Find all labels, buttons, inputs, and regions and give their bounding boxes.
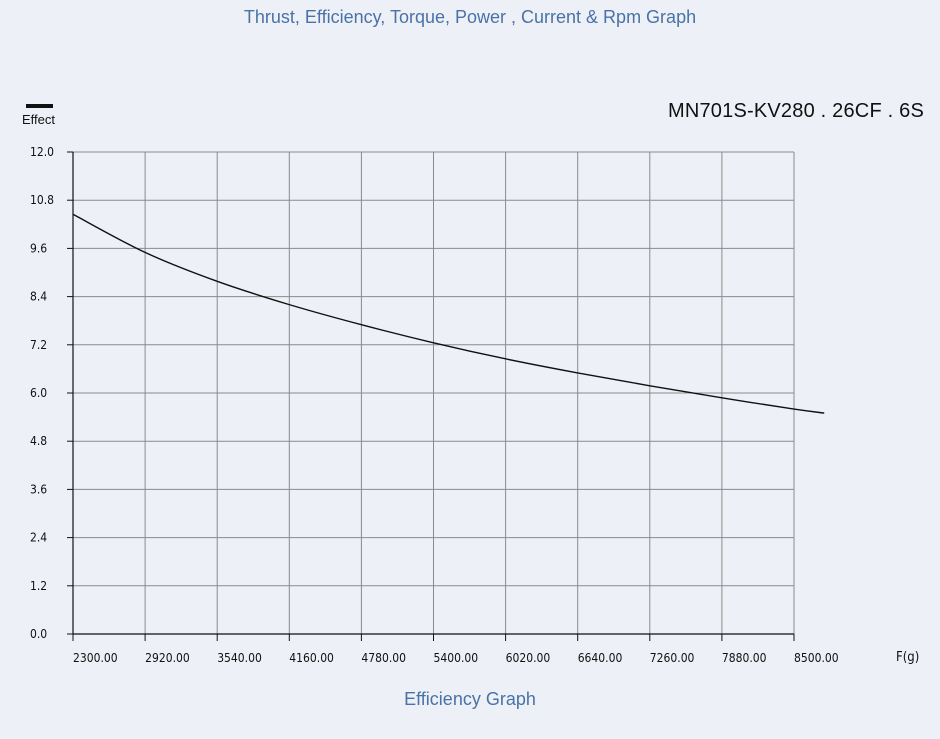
x-tick-label: 6640.00 [578,651,623,665]
y-tick-labels: 0.0 1.2 2.4 3.6 4.8 6.0 7.2 8.4 9.6 10.8 12.0 [30,145,54,641]
y-tick-label: 9.6 [30,241,47,255]
x-tick-label: 5400.00 [434,651,479,665]
model-label: MN701S-KV280 . 26CF . 6S [667,100,924,122]
x-tick-label: 6020.00 [506,651,551,665]
x-tick-label: 8500.00 [794,651,839,665]
x-tick-label: 7880.00 [722,651,767,665]
y-tick-label: 3.6 [30,482,47,496]
x-tick-label: 7260.00 [650,651,695,665]
y-tick-label: 0.0 [30,627,47,641]
legend-swatch [26,104,53,108]
chart-series [72,213,825,414]
page-title: Thrust, Efficiency, Torque, Power , Curr… [243,7,697,27]
y-tick-label: 2.4 [30,531,47,545]
y-tick-label: 10.8 [30,193,54,207]
x-tick-label: 4160.00 [289,651,334,665]
y-tick-label: 6.0 [30,386,47,400]
y-tick-label: 7.2 [30,338,47,352]
series-line-effect [72,213,825,414]
chart-grid [72,151,795,635]
y-tick-label: 1.2 [30,579,47,593]
x-axis-label: F(g) [896,650,919,665]
y-tick-label: 12.0 [30,145,54,159]
y-tick-label: 4.8 [30,434,47,448]
x-tick-label: 2300.00 [73,651,118,665]
legend-label: Effect [22,112,56,127]
y-tick-label: 8.4 [30,290,47,304]
x-tick-label: 4780.00 [361,651,406,665]
x-tick-labels: 2300.00 2920.00 3540.00 4160.00 4780.00 5400.… [73,651,839,665]
chart-title: Efficiency Graph [404,689,536,709]
x-tick-label: 2920.00 [145,651,190,665]
x-tick-label: 3540.00 [217,651,262,665]
chart-axes [67,151,795,641]
